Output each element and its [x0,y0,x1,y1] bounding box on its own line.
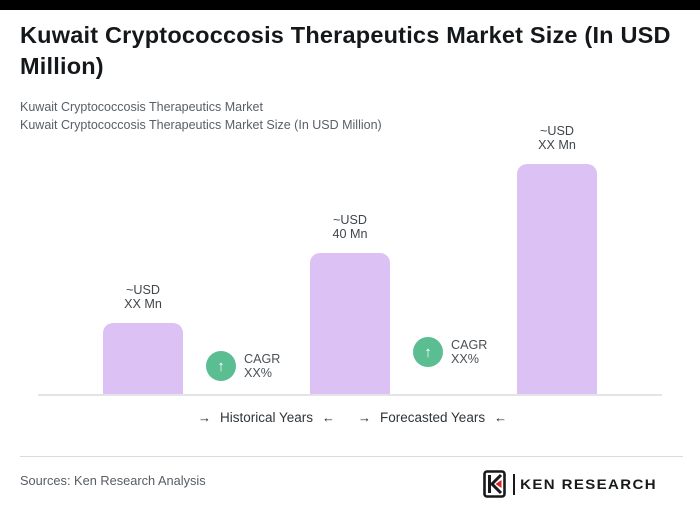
x-axis-line [38,394,662,396]
up-arrow-icon: ↑ [424,343,432,361]
bar-label-2: ~USD 40 Mn [290,213,410,241]
cagr-badge-2: ↑ [413,337,443,367]
right-arrow-icon: → [358,410,371,425]
right-arrow-icon: → [198,410,211,425]
bar-label-2-line-1: ~USD [333,213,367,227]
bar-2 [310,253,390,394]
cagr-annotation-1: CAGR XX% [244,352,280,380]
sources-text: Sources: Ken Research Analysis [20,473,206,488]
subtitle-line-2: Kuwait Cryptococcosis Therapeutics Marke… [20,118,382,132]
bar-label-1: ~USD XX Mn [83,283,203,311]
cagr-value: XX% [451,352,479,366]
left-arrow-icon: ← [494,410,508,425]
ken-research-logo: KEN RESEARCH [483,470,657,498]
axis-label-forecasted-years: → Forecasted Years ← [358,410,507,425]
bar-1 [103,323,183,394]
bar-label-3-line-1: ~USD [540,124,574,138]
bar-label-3: ~USD XX Mn [497,124,617,152]
cagr-annotation-2: CAGR XX% [451,338,487,366]
subtitle: Kuwait Cryptococcosis Therapeutics Marke… [20,98,660,134]
forecasted-years-label: Forecasted Years [380,410,486,425]
logo-divider [513,473,516,495]
ken-research-logo-icon [483,470,506,498]
footer-divider [20,456,683,457]
axis-label-historical-years: → Historical Years ← [198,410,335,425]
top-accent-bar [0,0,700,10]
up-arrow-icon: ↑ [217,357,225,375]
cagr-label: CAGR [451,338,488,352]
bar-label-1-line-2: XX Mn [124,297,162,311]
bar-label-1-line-1: ~USD [126,283,160,297]
cagr-badge-1: ↑ [206,351,236,381]
bar-label-3-line-2: XX Mn [538,138,576,152]
cagr-label: CAGR [244,352,281,366]
bar-3 [517,164,597,394]
cagr-value: XX% [244,366,272,380]
page-title: Kuwait Cryptococcosis Therapeutics Marke… [20,22,671,79]
historical-years-label: Historical Years [220,410,314,425]
logo-text: KEN RESEARCH [520,475,657,493]
subtitle-line-1: Kuwait Cryptococcosis Therapeutics Marke… [20,100,263,114]
left-arrow-icon: ← [322,410,336,425]
bar-label-2-line-2: 40 Mn [332,227,368,241]
